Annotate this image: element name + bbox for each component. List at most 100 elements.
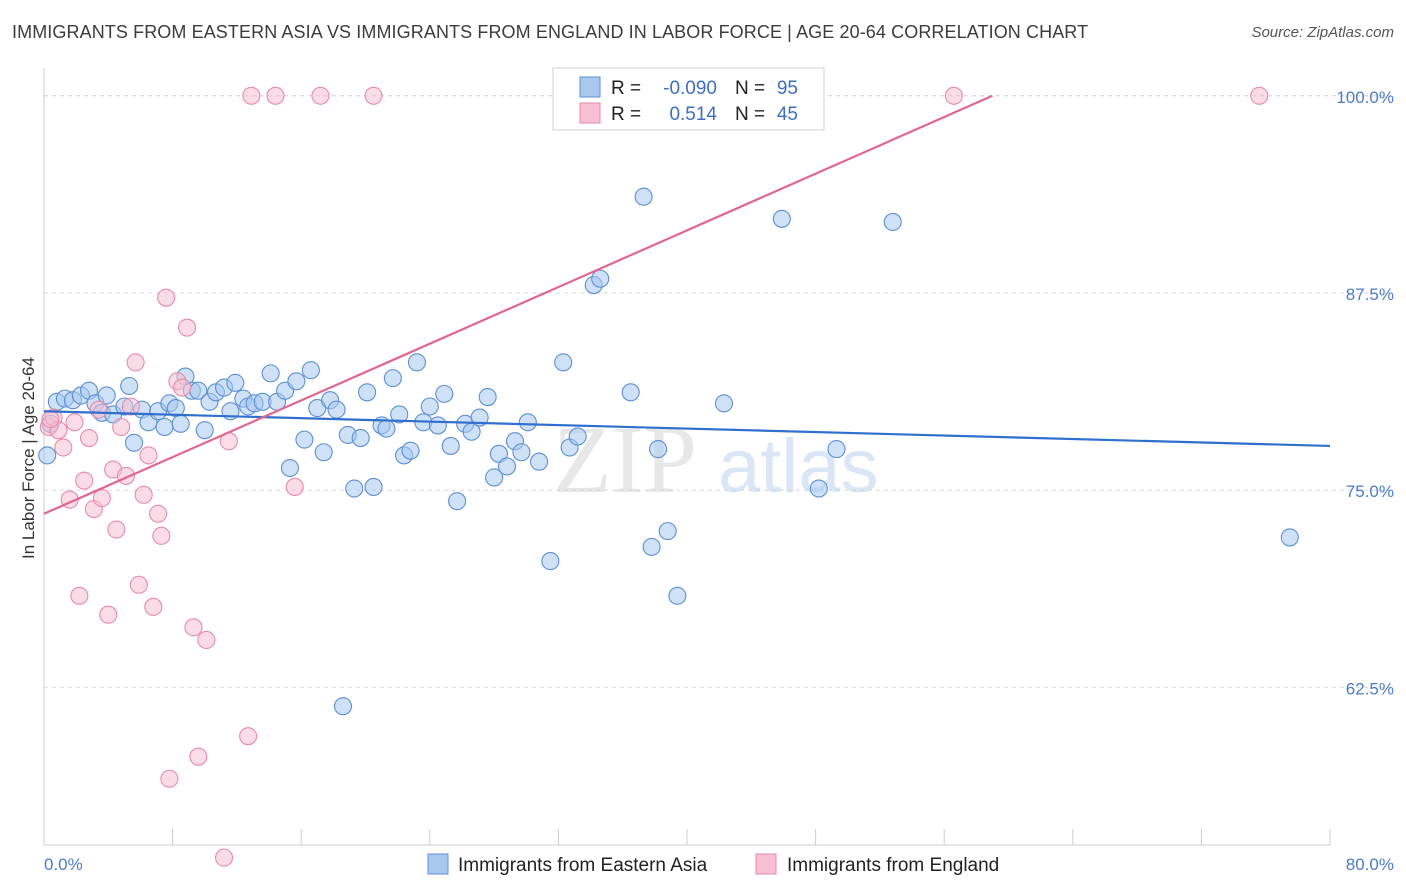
- point-eastern-asia: [407, 353, 426, 372]
- point-england: [41, 410, 60, 429]
- point-eastern-asia: [518, 413, 537, 432]
- point-england: [184, 618, 203, 637]
- point-england: [189, 747, 208, 766]
- point-england: [160, 769, 179, 788]
- point-england: [112, 417, 131, 437]
- stats-box: R = -0.090 N = 95 R = 0.514 N = 45: [552, 67, 825, 131]
- point-england: [54, 438, 73, 457]
- point-england: [266, 86, 285, 105]
- point-eastern-asia: [649, 440, 668, 459]
- point-eastern-asia: [345, 479, 364, 498]
- point-eastern-asia: [364, 477, 383, 496]
- point-eastern-asia: [541, 552, 560, 571]
- point-england: [364, 86, 383, 105]
- point-england: [152, 526, 171, 545]
- point-england: [92, 488, 111, 508]
- point-eastern-asia: [226, 373, 245, 392]
- point-eastern-asia: [530, 452, 549, 471]
- legend: Immigrants from Eastern Asia Immigrants …: [427, 853, 999, 876]
- point-eastern-asia: [280, 458, 299, 478]
- point-eastern-asia: [428, 416, 447, 435]
- point-eastern-asia: [554, 353, 573, 372]
- point-england: [157, 288, 176, 307]
- point-eastern-asia: [261, 364, 280, 383]
- stats-n-label-1: N =: [735, 78, 765, 99]
- trendline-eastern-asia: [43, 410, 1331, 448]
- watermark-zip: ZIP: [553, 406, 697, 513]
- x-tick-marks: [43, 829, 1331, 845]
- point-england: [139, 446, 158, 465]
- point-eastern-asia: [448, 492, 467, 511]
- point-eastern-asia: [497, 457, 517, 476]
- point-eastern-asia: [383, 369, 402, 388]
- point-eastern-asia: [38, 446, 57, 465]
- y-tick-label: 62.5%: [1346, 679, 1394, 698]
- point-england: [239, 727, 258, 746]
- point-eastern-asia: [358, 383, 377, 402]
- source-label: Source: ZipAtlas.com: [1251, 24, 1394, 41]
- y-axis-label: In Labor Force | Age 20-64: [19, 357, 38, 559]
- point-eastern-asia: [772, 209, 791, 228]
- trendline-england: [43, 94, 993, 515]
- legend-label-england: Immigrants from England: [787, 855, 999, 876]
- point-eastern-asia: [568, 427, 587, 446]
- point-eastern-asia: [621, 383, 640, 402]
- y-tick-label: 100.0%: [1336, 88, 1394, 107]
- y-tick-label: 87.5%: [1346, 285, 1394, 304]
- stats-r-label-2: R =: [611, 104, 641, 125]
- point-eastern-asia: [1280, 528, 1299, 547]
- stats-r-value-2: 0.514: [669, 104, 717, 125]
- stats-r-label-1: R =: [611, 78, 641, 99]
- point-england: [126, 353, 145, 372]
- point-eastern-asia: [591, 269, 610, 288]
- point-eastern-asia: [668, 586, 687, 605]
- point-england: [121, 397, 140, 416]
- point-england: [197, 630, 216, 649]
- stats-n-value-1: 95: [777, 78, 798, 99]
- point-england: [70, 586, 89, 605]
- point-england: [79, 429, 99, 448]
- point-eastern-asia: [809, 479, 828, 498]
- point-england: [134, 485, 153, 504]
- point-england: [129, 575, 148, 594]
- point-eastern-asia: [287, 372, 306, 391]
- chart-title: IMMIGRANTS FROM EASTERN ASIA VS IMMIGRAN…: [12, 22, 1089, 42]
- stats-n-value-2: 45: [777, 104, 798, 125]
- stats-r-value-1: -0.090: [663, 78, 717, 99]
- point-eastern-asia: [485, 468, 504, 487]
- stats-swatch-blue: [579, 76, 601, 98]
- trend-layer: [43, 94, 1331, 515]
- points-layer: [38, 86, 1299, 867]
- point-eastern-asia: [401, 441, 420, 460]
- point-eastern-asia: [314, 443, 333, 462]
- point-eastern-asia: [333, 697, 353, 716]
- point-england: [173, 378, 192, 397]
- point-eastern-asia: [155, 417, 174, 437]
- stats-swatch-pink: [579, 102, 601, 124]
- point-eastern-asia: [634, 187, 653, 206]
- point-eastern-asia: [124, 433, 144, 452]
- point-eastern-asia: [171, 414, 190, 433]
- point-england: [107, 520, 126, 539]
- point-england: [89, 400, 108, 419]
- point-eastern-asia: [512, 443, 531, 462]
- point-eastern-asia: [658, 522, 677, 541]
- point-england: [144, 597, 163, 616]
- point-england: [65, 413, 84, 432]
- point-england: [178, 318, 197, 337]
- point-eastern-asia: [327, 400, 346, 419]
- point-eastern-asia: [377, 419, 396, 438]
- point-eastern-asia: [478, 387, 497, 407]
- point-england: [311, 86, 330, 105]
- point-eastern-asia: [295, 430, 314, 449]
- legend-item-england[interactable]: Immigrants from England: [755, 853, 999, 876]
- stats-n-label-2: N =: [735, 104, 765, 125]
- point-eastern-asia: [642, 537, 661, 556]
- point-england: [242, 86, 261, 105]
- x-tick-label-min: 0.0%: [44, 855, 83, 874]
- point-eastern-asia: [351, 429, 370, 448]
- point-england: [944, 86, 963, 105]
- legend-item-eastern-asia[interactable]: Immigrants from Eastern Asia: [427, 853, 708, 876]
- point-eastern-asia: [97, 386, 116, 405]
- y-tick-label: 75.0%: [1346, 482, 1394, 501]
